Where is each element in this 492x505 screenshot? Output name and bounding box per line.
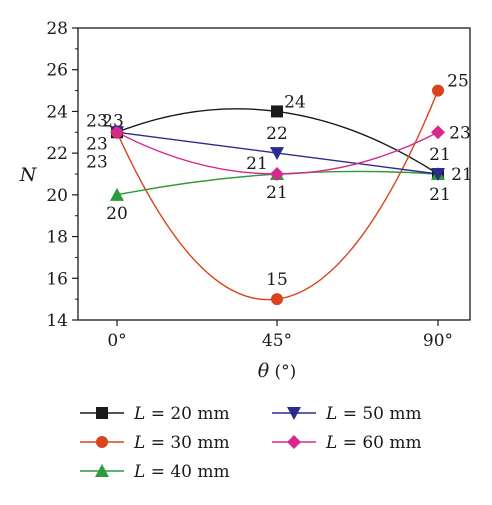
marker-s40-0 [110,187,124,201]
legend-label: L = 30 mm [133,433,230,453]
legend-label: L = 50 mm [325,404,422,424]
data-label-s30-1: 15 [266,270,288,290]
legend-label-symbol: L [325,433,337,453]
y-axis-title: N [19,164,38,186]
legend-item-s20: L = 20 mm [80,404,230,424]
legend-item-s60: L = 60 mm [272,433,422,453]
legend-marker [95,464,109,477]
legend-label: L = 60 mm [325,433,422,453]
marker-s50-1 [270,147,284,161]
data-label-s50-0: 23 [86,134,108,154]
legend-label: L = 40 mm [133,462,230,482]
legend-item-s40: L = 40 mm [80,462,230,482]
data-label-s50-1: 22 [266,124,288,144]
x-tick-label: 90° [423,331,453,351]
data-label-s20-2: 21 [429,185,451,205]
data-label-s20-0: 23 [86,111,108,131]
data-label-s30-0: 23 [102,111,124,131]
y-tick-label: 26 [46,61,68,81]
legend-label: L = 20 mm [133,404,230,424]
x-axis-title: θ (°) [258,360,297,382]
marker-s30-1 [271,293,283,306]
marker-s60-2 [431,125,445,140]
marker-s60-0 [110,125,124,140]
legend-marker [287,407,301,420]
legend-item-s50: L = 50 mm [272,404,422,424]
data-label-s60-0: 23 [86,152,108,172]
y-tick-label: 24 [46,102,68,122]
x-axis-title-unit: (°) [269,362,296,382]
legend-label-symbol: L [133,462,145,482]
legend-item-s30: L = 30 mm [80,433,230,453]
data-label-s60-1: 21 [266,183,288,203]
data-label-s60-2: 23 [449,123,471,143]
data-label-s20-1: 24 [284,92,306,112]
data-label-s40-0: 20 [106,204,128,224]
data-label-s50-2: 21 [429,145,451,165]
legend-label-value: = 60 mm [337,433,421,453]
y-tick-label: 28 [46,19,68,39]
x-tick-label: 45° [262,331,292,351]
marker-s50-2 [431,168,445,181]
marker-s30-2 [432,84,444,97]
legend-label-value: = 30 mm [145,433,229,453]
legend-label-symbol: L [133,404,145,424]
series-markers [110,84,445,306]
data-label-s40-1: 21 [246,154,268,174]
y-tick-label: 20 [46,186,68,206]
data-label-s30-2: 25 [447,72,469,92]
x-axis-title-symbol: θ [258,360,270,382]
legend-label-value: = 40 mm [145,462,229,482]
axes: 14 16 18 20 22 24 26 28 0° 45° 90° Nθ (°) [19,19,471,382]
legend-label-value: = 20 mm [145,404,229,424]
marker-s60-1 [270,167,284,181]
legend-label-symbol: L [325,404,337,424]
data-label-s40-2: 21 [451,165,473,185]
marker-s20-1 [271,105,283,118]
legend-marker [287,435,301,449]
y-tick-label: 16 [46,269,68,289]
y-tick-label: 14 [46,311,68,331]
legend: L = 20 mmL = 30 mmL = 40 mmL = 50 mmL = … [80,404,422,482]
x-tick-label: 0° [107,331,126,351]
legend-marker [96,407,108,419]
y-tick-label: 22 [46,144,68,164]
y-tick-label: 18 [46,228,68,248]
legend-label-symbol: L [133,433,145,453]
legend-label-value: = 50 mm [337,404,421,424]
legend-marker [96,436,108,448]
